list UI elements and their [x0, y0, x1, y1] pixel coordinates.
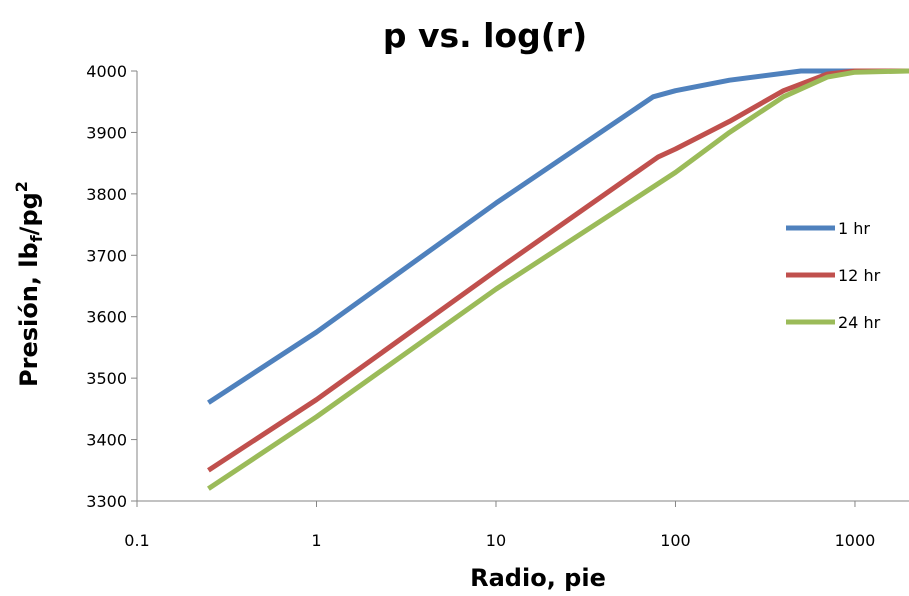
x-tick-label: 0.1 [124, 531, 149, 550]
series-line-3 [207, 68, 909, 491]
chart-title: p vs. log(r) [383, 16, 587, 55]
y-tick-label: 4000 [86, 62, 127, 81]
y-tick-label: 3300 [86, 492, 127, 511]
y-tick-label: 3700 [86, 246, 127, 265]
y-tick-label: 3900 [86, 123, 127, 142]
y-tick-label: 3400 [86, 431, 127, 450]
x-tick-label: 10 [486, 531, 506, 550]
y-axis-title-mid: /pg [15, 192, 43, 235]
plot-area: 3300 3400 3500 3600 3700 3800 3900 4000 0.1 1 10 1… [86, 62, 909, 550]
series-line-2 [207, 68, 909, 473]
y-axis-title: Presión, lbf/pg2 [12, 181, 46, 387]
x-axis-ticks: 0.1 1 10 100 1000 [124, 501, 875, 550]
x-tick-label: 1 [311, 531, 321, 550]
y-tick-label: 3600 [86, 308, 127, 327]
y-axis-ticks: 3300 3400 3500 3600 3700 3800 3900 4000 [86, 62, 137, 511]
legend-label-2: 12 hr [838, 266, 881, 285]
x-tick-label: 1000 [835, 531, 876, 550]
legend: 1 hr 12 hr 24 hr [786, 219, 881, 332]
legend-label-1: 1 hr [838, 219, 870, 238]
y-tick-label: 3500 [86, 369, 127, 388]
y-axis-title-main: Presión, lb [15, 242, 43, 387]
x-axis-title: Radio, pie [470, 564, 606, 592]
x-tick-label: 100 [660, 531, 691, 550]
legend-label-3: 24 hr [838, 313, 881, 332]
y-tick-label: 3800 [86, 185, 127, 204]
y-axis-title-superscript: 2 [12, 181, 31, 192]
y-axis-title-subscript: f [27, 234, 46, 242]
series-lines [207, 68, 909, 491]
series-line-1 [207, 68, 909, 405]
